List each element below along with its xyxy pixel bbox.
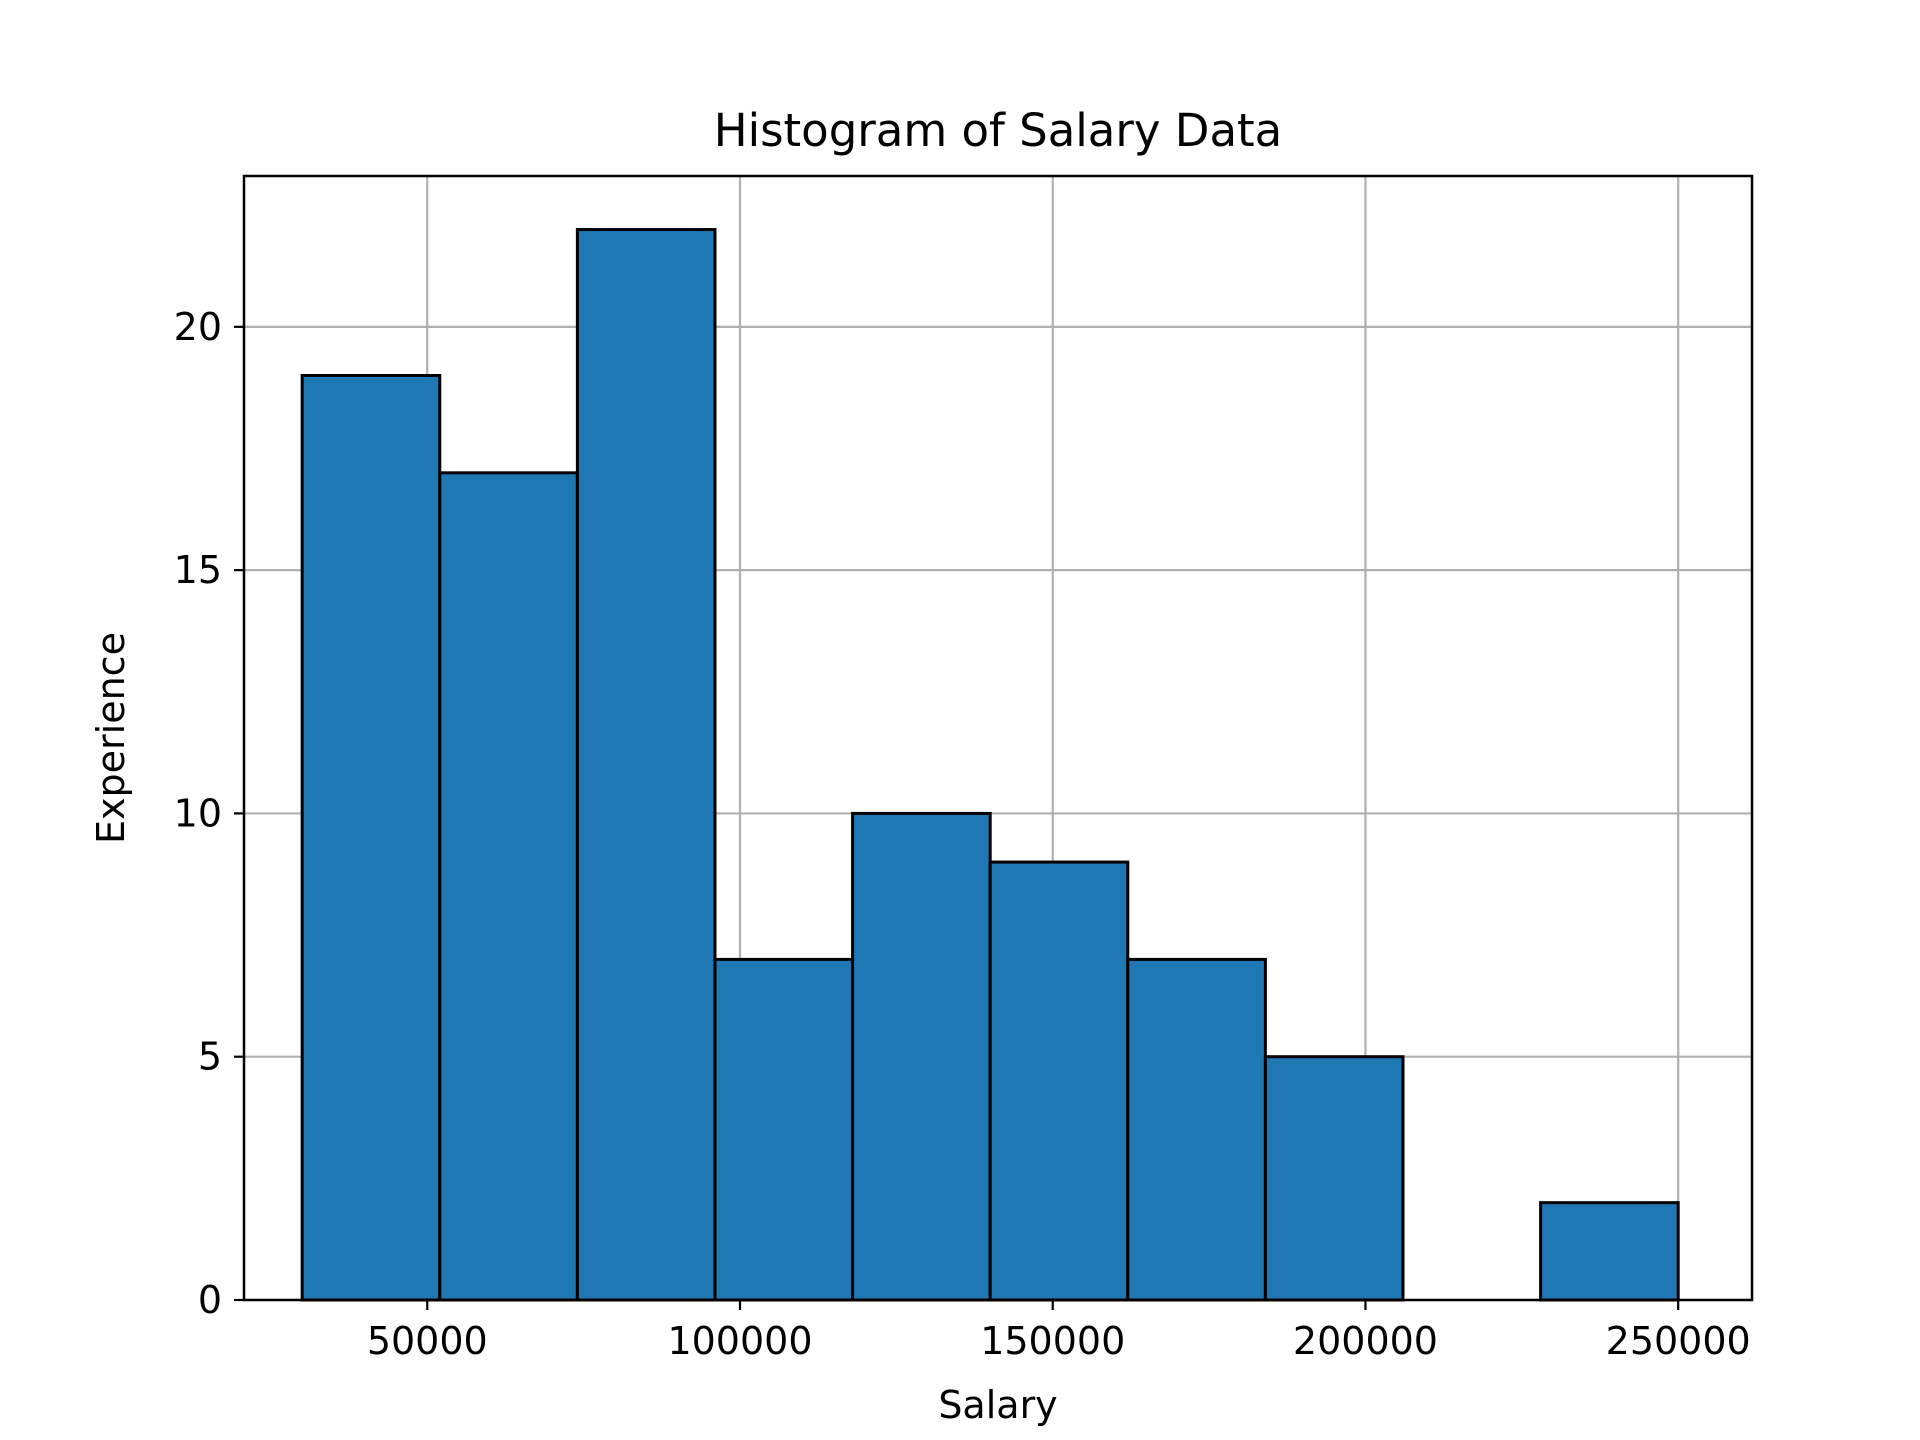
y-tick-label: 0 <box>198 1278 222 1322</box>
x-tick-label: 150000 <box>980 1319 1125 1363</box>
histogram-bars <box>300 228 1680 1302</box>
x-tick-label: 200000 <box>1293 1319 1438 1363</box>
histogram-bar <box>300 373 442 1302</box>
chart-title: Histogram of Salary Data <box>714 104 1283 157</box>
axis-ticks: 50000 100000 150000 200000 250000 0 5 10 15 20 <box>174 305 1751 1363</box>
histogram-bar <box>851 811 992 1302</box>
x-tick-label: 100000 <box>667 1319 812 1363</box>
histogram-bar <box>1263 1055 1405 1302</box>
y-tick-label: 5 <box>198 1035 222 1079</box>
histogram-bar <box>1539 1201 1680 1302</box>
plot-frame <box>242 174 1754 1302</box>
histogram-bar <box>575 228 717 1302</box>
y-axis-title: Experience <box>89 632 133 844</box>
y-tick-label: 20 <box>174 305 222 349</box>
histogram-bar <box>988 860 1130 1302</box>
histogram-bar <box>438 471 579 1302</box>
y-tick-label: 15 <box>174 548 222 592</box>
x-tick-label: 250000 <box>1606 1319 1751 1363</box>
histogram-bar <box>713 957 855 1302</box>
y-tick-label: 10 <box>174 791 222 835</box>
x-tick-label: 50000 <box>367 1319 488 1363</box>
histogram-bar <box>1126 957 1267 1302</box>
x-axis-title: Salary <box>938 1383 1057 1427</box>
